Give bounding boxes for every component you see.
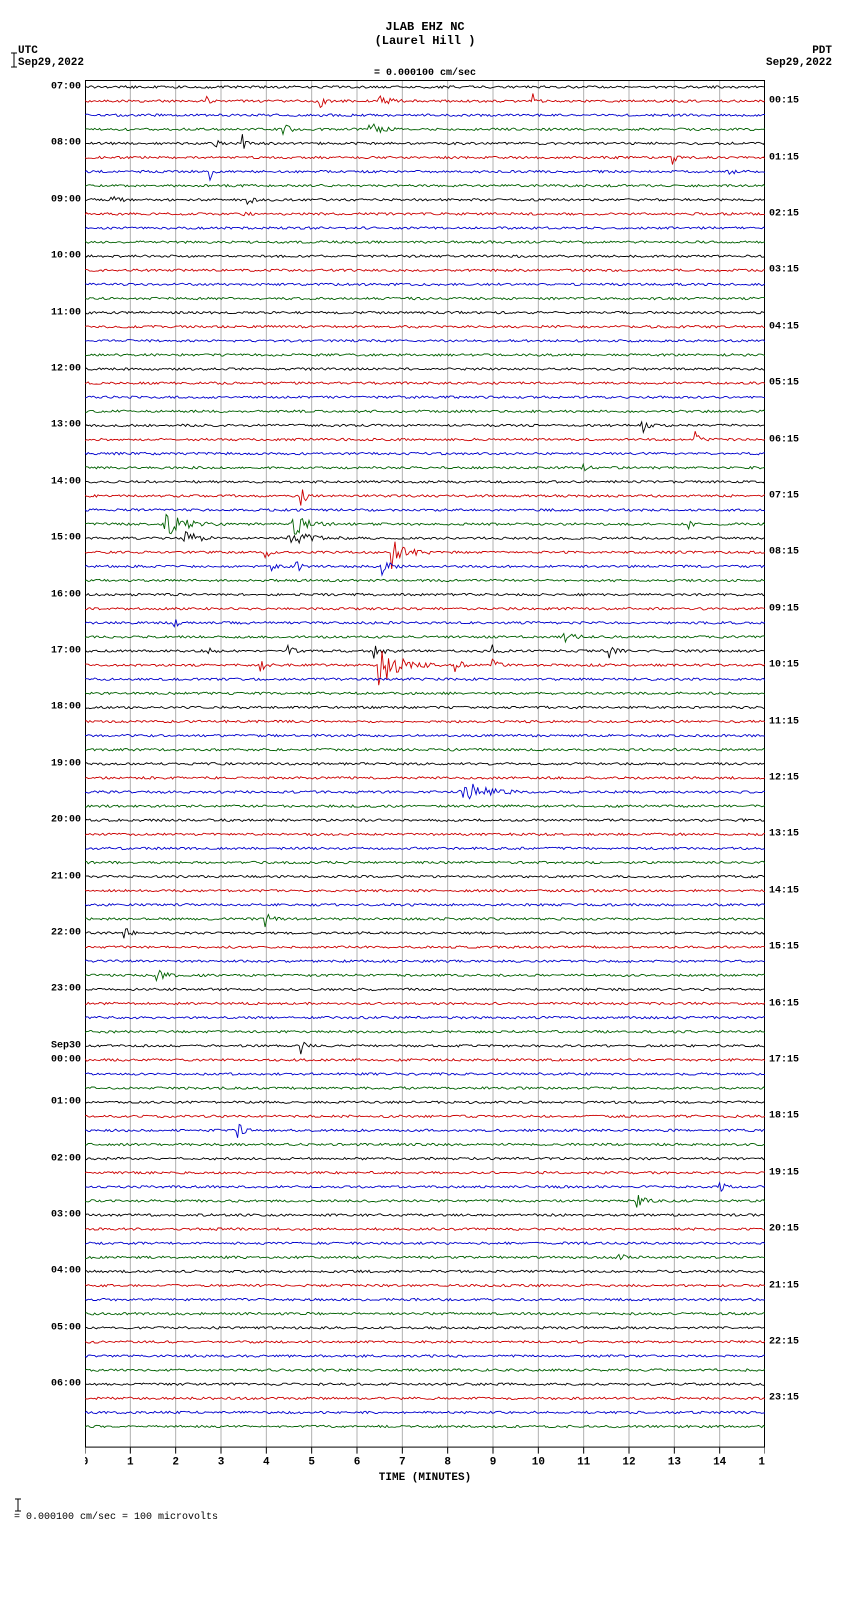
local-time-label: 08:15 [769, 547, 799, 558]
local-time-label: 07:15 [769, 490, 799, 501]
scale-text: = 0.000100 cm/sec [374, 68, 476, 79]
x-tick-label: 14 [713, 1457, 727, 1469]
utc-time-label: 09:00 [51, 194, 81, 205]
utc-time-label: 00:00 [51, 1054, 81, 1065]
utc-time-label: 07:00 [51, 82, 81, 93]
x-tick-label: 0 [85, 1457, 88, 1469]
local-time-label: 11:15 [769, 716, 799, 727]
utc-time-label: 10:00 [51, 251, 81, 262]
title-line1: JLAB EHZ NC [10, 20, 840, 34]
local-time-label: 03:15 [769, 265, 799, 276]
x-tick-label: 8 [444, 1457, 451, 1469]
utc-time-label: 02:00 [51, 1153, 81, 1164]
utc-time-label: 22:00 [51, 928, 81, 939]
seismogram-plot: 012345678910111213141507:0008:0009:0010:… [85, 80, 765, 1470]
x-tick-label: 6 [354, 1457, 361, 1469]
tz-left-date: Sep29,2022 [18, 57, 84, 69]
tz-right-label: PDT [766, 45, 832, 57]
utc-time-label: 06:00 [51, 1379, 81, 1390]
footer-text: = 0.000100 cm/sec = 100 microvolts [14, 1512, 218, 1523]
x-tick-label: 10 [532, 1457, 545, 1469]
local-time-label: 06:15 [769, 434, 799, 445]
seismogram-svg: 0123456789101112131415 [85, 80, 765, 1470]
pdt-block: PDT Sep29,2022 [766, 45, 832, 69]
utc-time-label: 11:00 [51, 307, 81, 318]
utc-time-label: 05:00 [51, 1322, 81, 1333]
x-tick-label: 1 [127, 1457, 134, 1469]
x-axis-label: TIME (MINUTES) [10, 1472, 840, 1484]
utc-time-label: 17:00 [51, 646, 81, 657]
local-time-label: 20:15 [769, 1224, 799, 1235]
local-time-label: 15:15 [769, 942, 799, 953]
tz-left-label: UTC [18, 45, 84, 57]
local-time-label: 04:15 [769, 321, 799, 332]
local-time-label: 16:15 [769, 998, 799, 1009]
local-time-label: 13:15 [769, 829, 799, 840]
utc-time-label: 23:00 [51, 984, 81, 995]
utc-time-label: 21:00 [51, 871, 81, 882]
x-tick-label: 2 [172, 1457, 179, 1469]
local-time-label: 05:15 [769, 378, 799, 389]
x-tick-label: 7 [399, 1457, 406, 1469]
x-tick-label: 3 [218, 1457, 225, 1469]
local-time-label: 17:15 [769, 1054, 799, 1065]
local-time-label: 12:15 [769, 772, 799, 783]
utc-time-label: 14:00 [51, 476, 81, 487]
x-tick-label: 11 [577, 1457, 591, 1469]
local-time-label: 19:15 [769, 1167, 799, 1178]
local-time-label: 22:15 [769, 1336, 799, 1347]
utc-time-label: 13:00 [51, 420, 81, 431]
tz-right-date: Sep29,2022 [766, 57, 832, 69]
header: UTC Sep29,2022 JLAB EHZ NC (Laurel Hill … [10, 20, 840, 80]
utc-time-label: 03:00 [51, 1210, 81, 1221]
utc-time-label: 01:00 [51, 1097, 81, 1108]
utc-time-label: 19:00 [51, 758, 81, 769]
title-block: JLAB EHZ NC (Laurel Hill ) = 0.000100 cm… [10, 20, 840, 79]
local-time-label: 18:15 [769, 1111, 799, 1122]
utc-time-label: 15:00 [51, 533, 81, 544]
local-time-label: 21:15 [769, 1280, 799, 1291]
utc-block: UTC Sep29,2022 [18, 45, 84, 69]
utc-time-label: 16:00 [51, 589, 81, 600]
x-tick-label: 15 [758, 1457, 765, 1469]
scale-indicator: = 0.000100 cm/sec [10, 52, 840, 79]
x-tick-label: 4 [263, 1457, 270, 1469]
utc-time-label: 04:00 [51, 1266, 81, 1277]
local-time-label: 00:15 [769, 96, 799, 107]
utc-time-label: Sep30 [51, 1040, 81, 1051]
local-time-label: 01:15 [769, 152, 799, 163]
utc-time-label: 08:00 [51, 138, 81, 149]
local-time-label: 23:15 [769, 1393, 799, 1404]
x-tick-label: 12 [622, 1457, 635, 1469]
title-line2: (Laurel Hill ) [10, 34, 840, 48]
utc-time-label: 12:00 [51, 364, 81, 375]
footer-note: = 0.000100 cm/sec = 100 microvolts [14, 1498, 840, 1523]
local-time-label: 10:15 [769, 660, 799, 671]
local-time-label: 09:15 [769, 603, 799, 614]
local-time-label: 14:15 [769, 885, 799, 896]
local-time-label: 02:15 [769, 208, 799, 219]
x-tick-label: 13 [668, 1457, 682, 1469]
x-tick-label: 9 [490, 1457, 497, 1469]
utc-time-label: 20:00 [51, 815, 81, 826]
x-tick-label: 5 [308, 1457, 315, 1469]
utc-time-label: 18:00 [51, 702, 81, 713]
